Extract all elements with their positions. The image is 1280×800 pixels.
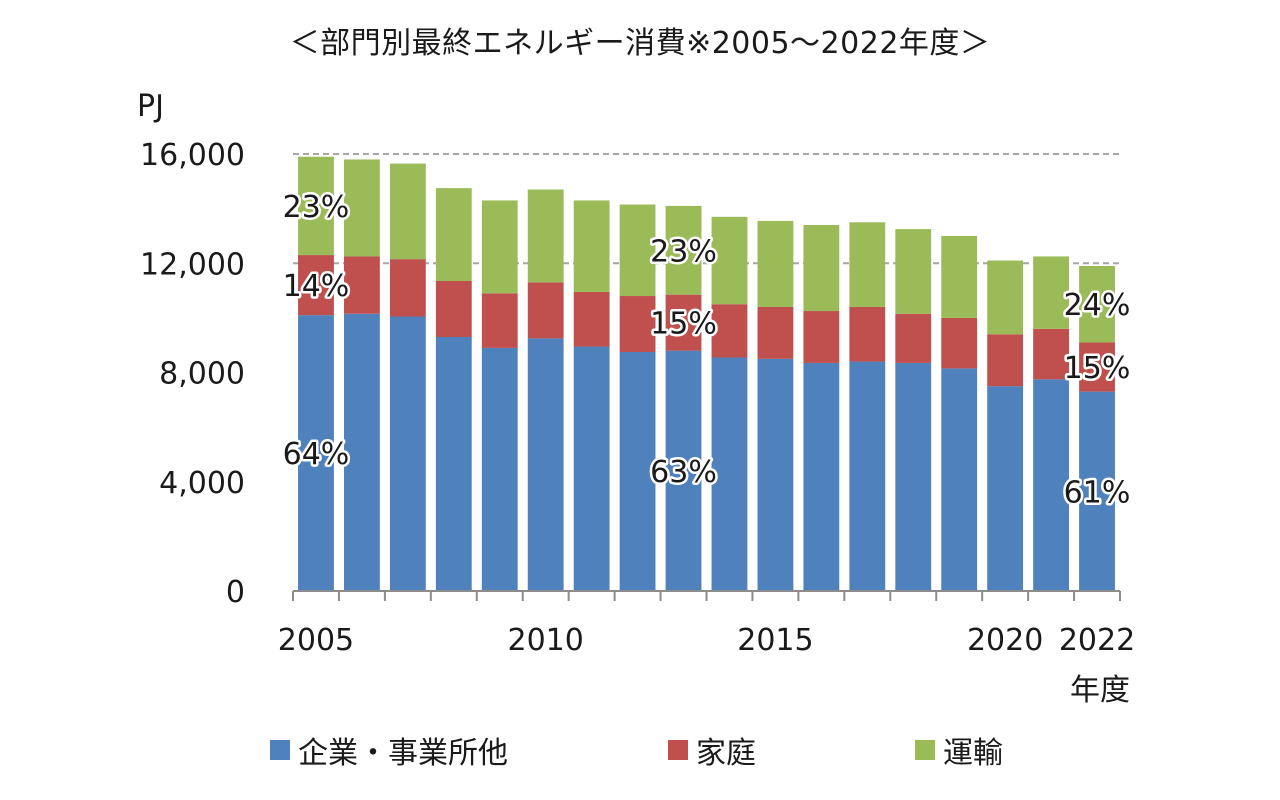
pct-label-2022-series-0: 61% <box>1064 475 1131 510</box>
bar-2006-series-2 <box>343 159 380 257</box>
bar-2014-series-2 <box>711 216 748 305</box>
bar-2006-series-0 <box>343 313 380 591</box>
bar-2021-series-2 <box>1033 256 1070 329</box>
bar-2009-series-1 <box>481 293 518 348</box>
legend-item-0: 企業・事業所他 <box>270 728 508 772</box>
bar-2015-series-2 <box>757 220 794 307</box>
bar-2018-series-0 <box>895 362 932 591</box>
bar-2020-series-2 <box>987 260 1024 335</box>
bar-2019-series-1 <box>941 317 978 369</box>
gridlines <box>293 153 1120 265</box>
bars <box>298 156 1115 591</box>
legend-label: 運輸 <box>943 736 1003 771</box>
legend-swatch <box>915 740 935 760</box>
bar-2011-series-2 <box>573 200 610 292</box>
bar-2012-series-1 <box>619 296 656 353</box>
bar-2018-series-2 <box>895 229 932 314</box>
bar-2014-series-0 <box>711 357 748 591</box>
bar-2012-series-2 <box>619 204 656 297</box>
bar-2005-series-1 <box>298 255 334 316</box>
pct-label-2022-series-2: 24% <box>1064 288 1131 323</box>
legend: 企業・事業所他 家庭 運輸 <box>0 728 1280 778</box>
y-tick-label: 4,000 <box>159 466 245 501</box>
x-tick-label: 2022 <box>1059 623 1135 658</box>
bar-2019-series-2 <box>941 235 978 318</box>
y-tick-label: 12,000 <box>140 247 245 282</box>
bar-2013-series-1 <box>665 294 702 351</box>
x-tick-label: 2015 <box>737 623 813 658</box>
y-tick-label: 0 <box>226 575 245 610</box>
bar-2008-series-0 <box>435 336 472 591</box>
x-axis-label: 年度 <box>1070 673 1130 708</box>
data-labels: 64% 14% 23% 63% 15% 23% 61% 15% 24% <box>280 187 1133 512</box>
bar-2018-series-1 <box>895 313 932 363</box>
bar-2020-series-0 <box>987 386 1024 591</box>
y-tick-label: 8,000 <box>159 357 245 392</box>
bar-2019-series-0 <box>941 368 978 591</box>
bar-2015-series-1 <box>757 306 794 359</box>
chart-title: ＜部門別最終エネルギー消費※2005～2022年度＞ <box>289 26 991 61</box>
bar-2022-series-0 <box>1079 391 1115 591</box>
bar-2007-series-1 <box>389 259 426 317</box>
bar-2014-series-1 <box>711 304 748 358</box>
x-tick-label: 2010 <box>508 623 584 658</box>
pct-label-2005-series-2: 23% <box>283 190 350 225</box>
bar-2021-series-1 <box>1033 328 1070 380</box>
y-axis-label: PJ <box>137 89 164 124</box>
bar-2020-series-1 <box>987 334 1024 387</box>
legend-label: 企業・事業所他 <box>298 736 508 771</box>
bar-2015-series-0 <box>757 358 794 591</box>
y-tick-label: 16,000 <box>140 138 245 173</box>
bar-2012-series-0 <box>619 352 656 591</box>
bar-2013-series-2 <box>665 205 702 295</box>
bar-2013-series-0 <box>665 350 702 591</box>
bar-2017-series-1 <box>849 306 886 362</box>
bar-2010-series-0 <box>527 338 564 591</box>
pct-label-2013-series-1: 15% <box>650 307 717 342</box>
bar-2011-series-1 <box>573 291 610 347</box>
bar-2009-series-2 <box>481 200 518 294</box>
bar-2016-series-1 <box>803 311 840 363</box>
legend-label: 家庭 <box>696 736 756 771</box>
bar-2008-series-1 <box>435 281 472 337</box>
pct-label-2022-series-1: 15% <box>1064 351 1131 386</box>
legend-swatch <box>270 740 290 760</box>
bar-2017-series-2 <box>849 222 886 307</box>
bar-2007-series-2 <box>389 163 426 260</box>
bar-2010-series-2 <box>527 189 564 283</box>
axes: 0 4,000 8,000 12,000 16,000 2005 2010 2015 2020 2… <box>140 138 1135 658</box>
pct-label-2013-series-0: 63% <box>650 455 717 490</box>
bar-2010-series-1 <box>527 282 564 339</box>
bar-2008-series-2 <box>435 188 472 282</box>
legend-item-1: 家庭 <box>668 728 756 772</box>
bar-2016-series-2 <box>803 225 840 312</box>
bar-2021-series-0 <box>1033 379 1070 591</box>
bar-2006-series-1 <box>343 256 380 314</box>
pct-label-2005-series-1: 14% <box>283 269 350 304</box>
bar-2005-series-0 <box>298 315 334 591</box>
pct-label-2005-series-0: 64% <box>283 437 350 472</box>
bar-2011-series-0 <box>573 346 610 591</box>
legend-swatch <box>668 740 688 760</box>
bar-2007-series-0 <box>389 316 426 591</box>
bar-2022-series-1 <box>1079 342 1115 392</box>
legend-item-2: 運輸 <box>915 728 1003 772</box>
x-tick-label: 2020 <box>967 623 1043 658</box>
pct-label-2013-series-2: 23% <box>650 234 717 269</box>
bar-2005-series-2 <box>298 156 334 256</box>
bar-2016-series-0 <box>803 362 840 591</box>
bar-2022-series-2 <box>1079 265 1115 343</box>
bar-2017-series-0 <box>849 361 886 591</box>
x-tick-label: 2005 <box>278 623 354 658</box>
bar-2009-series-0 <box>481 347 518 591</box>
